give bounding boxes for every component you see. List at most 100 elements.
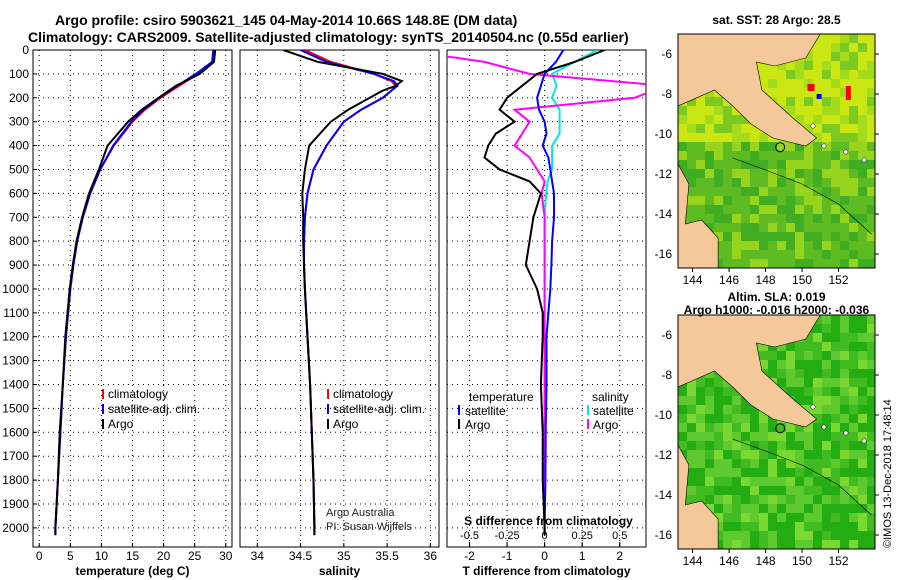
field-cell xyxy=(786,540,795,549)
field-cell xyxy=(768,441,777,450)
field-cell xyxy=(795,160,804,169)
field-cell xyxy=(696,486,705,495)
field-cell xyxy=(831,342,840,351)
field-cell xyxy=(777,187,786,196)
field-cell xyxy=(849,396,858,405)
field-cell xyxy=(759,477,768,486)
field-cell xyxy=(696,214,705,223)
field-cell xyxy=(867,360,875,369)
field-cell xyxy=(732,486,741,495)
field-cell xyxy=(705,495,714,504)
field-cell xyxy=(768,160,777,169)
map-lat-label: -16 xyxy=(655,247,673,261)
field-cell xyxy=(678,133,687,142)
field-cell xyxy=(741,223,750,232)
field-cell xyxy=(867,468,875,477)
field-cell xyxy=(849,432,858,441)
field-cell xyxy=(678,423,687,432)
field-cell xyxy=(822,250,831,259)
field-cell xyxy=(768,70,777,79)
field-cell xyxy=(840,88,849,97)
panel-frame xyxy=(32,49,233,548)
field-cell xyxy=(732,151,741,160)
field-cell xyxy=(750,124,759,133)
series-line-climatology xyxy=(303,50,398,536)
field-cell xyxy=(696,169,705,178)
field-cell xyxy=(759,151,768,160)
y-tick-label: 300 xyxy=(9,115,29,129)
field-cell xyxy=(831,214,840,223)
field-cell xyxy=(696,414,705,423)
field-cell xyxy=(777,61,786,70)
field-cell xyxy=(867,342,875,351)
field-cell xyxy=(831,441,840,450)
field-cell xyxy=(858,378,867,387)
field-cell xyxy=(858,52,867,61)
field-cell xyxy=(840,61,849,70)
field-cell xyxy=(786,468,795,477)
field-cell xyxy=(822,387,831,396)
field-cell xyxy=(831,378,840,387)
field-cell xyxy=(696,378,705,387)
field-cell xyxy=(786,223,795,232)
field-cell xyxy=(831,423,840,432)
field-cell xyxy=(858,250,867,259)
field-cell xyxy=(831,196,840,205)
field-cell xyxy=(867,241,875,250)
field-cell xyxy=(750,423,759,432)
field-cell xyxy=(705,441,714,450)
field-cell xyxy=(750,160,759,169)
field-cell xyxy=(723,459,732,468)
sst-hot-pixel xyxy=(807,84,815,91)
field-cell xyxy=(723,513,732,522)
field-cell xyxy=(795,142,804,151)
field-cell xyxy=(858,61,867,70)
field-cell xyxy=(759,205,768,214)
field-cell xyxy=(858,88,867,97)
field-cell xyxy=(831,106,840,115)
field-cell xyxy=(831,70,840,79)
field-cell xyxy=(813,88,822,97)
field-cell xyxy=(777,486,786,495)
field-cell xyxy=(804,405,813,414)
field-cell xyxy=(858,324,867,333)
field-cell xyxy=(822,531,831,540)
field-cell xyxy=(849,459,858,468)
field-cell xyxy=(687,97,696,106)
field-cell xyxy=(849,178,858,187)
field-cell xyxy=(858,106,867,115)
field-cell xyxy=(750,459,759,468)
field-cell xyxy=(840,477,849,486)
field-cell xyxy=(687,133,696,142)
field-cell xyxy=(831,223,840,232)
field-cell xyxy=(867,504,875,513)
field-cell xyxy=(732,540,741,549)
field-cell xyxy=(822,88,831,97)
field-cell xyxy=(822,360,831,369)
field-cell xyxy=(759,142,768,151)
field-cell xyxy=(750,133,759,142)
field-cell xyxy=(867,223,875,232)
field-cell xyxy=(723,214,732,223)
field-cell xyxy=(840,196,849,205)
float-position-marker xyxy=(775,423,786,434)
field-cell xyxy=(858,342,867,351)
field-cell xyxy=(750,250,759,259)
field-cell xyxy=(786,513,795,522)
field-cell xyxy=(750,241,759,250)
series-line-temperature-argo xyxy=(483,50,606,536)
field-cell xyxy=(867,232,875,241)
field-cell xyxy=(831,241,840,250)
field-cell xyxy=(741,232,750,241)
map-lat-label: -6 xyxy=(661,47,672,61)
land-cape-york xyxy=(678,444,719,549)
field-cell xyxy=(786,97,795,106)
field-cell xyxy=(804,178,813,187)
field-cell xyxy=(678,396,687,405)
field-cell xyxy=(822,459,831,468)
field-cell xyxy=(768,351,777,360)
field-cell xyxy=(759,522,768,531)
field-cell xyxy=(786,387,795,396)
field-cell xyxy=(867,441,875,450)
x-tick-label: 36 xyxy=(424,549,438,563)
